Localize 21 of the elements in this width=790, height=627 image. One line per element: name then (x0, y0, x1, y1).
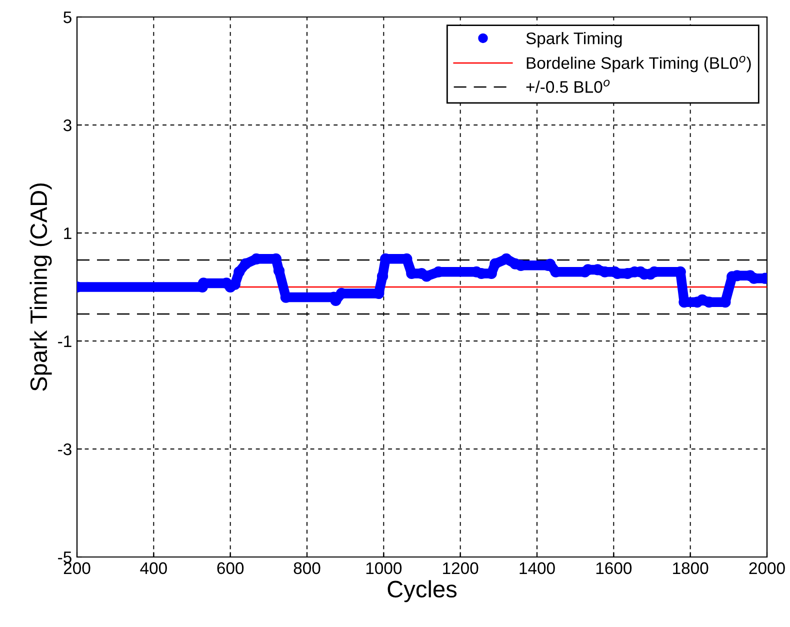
y-tick-label: 1 (64, 228, 72, 240)
y-tick-label: 5 (64, 12, 72, 24)
x-tick-label: 1200 (443, 562, 478, 574)
legend-label: +/-0.5 BL0$^{o}$ (526, 80, 610, 93)
x-tick-label: 200 (64, 562, 90, 574)
y-tick-label: 3 (64, 119, 72, 132)
legend-label: Bordeline Spark Timing (BL0$^{o}$) (526, 56, 751, 72)
x-tick-label: 1800 (673, 562, 708, 574)
x-tick-label: 1000 (366, 562, 402, 574)
y-tick-label: -3 (58, 443, 72, 456)
y-tick-label: -1 (58, 336, 72, 348)
y-axis-title: Spark Timing (CAD) (30, 184, 52, 391)
y-tick-label: -5 (58, 552, 72, 564)
x-tick-label: 800 (294, 562, 320, 574)
x-tick-label: 600 (217, 562, 244, 574)
x-axis-title: Cycles (388, 580, 457, 602)
x-tick-label: 2000 (749, 562, 785, 574)
legend-label: Spark Timing (526, 32, 622, 48)
x-tick-label: 400 (140, 562, 167, 574)
x-tick-label: 1400 (520, 562, 555, 574)
x-tick-label: 1600 (596, 562, 632, 574)
